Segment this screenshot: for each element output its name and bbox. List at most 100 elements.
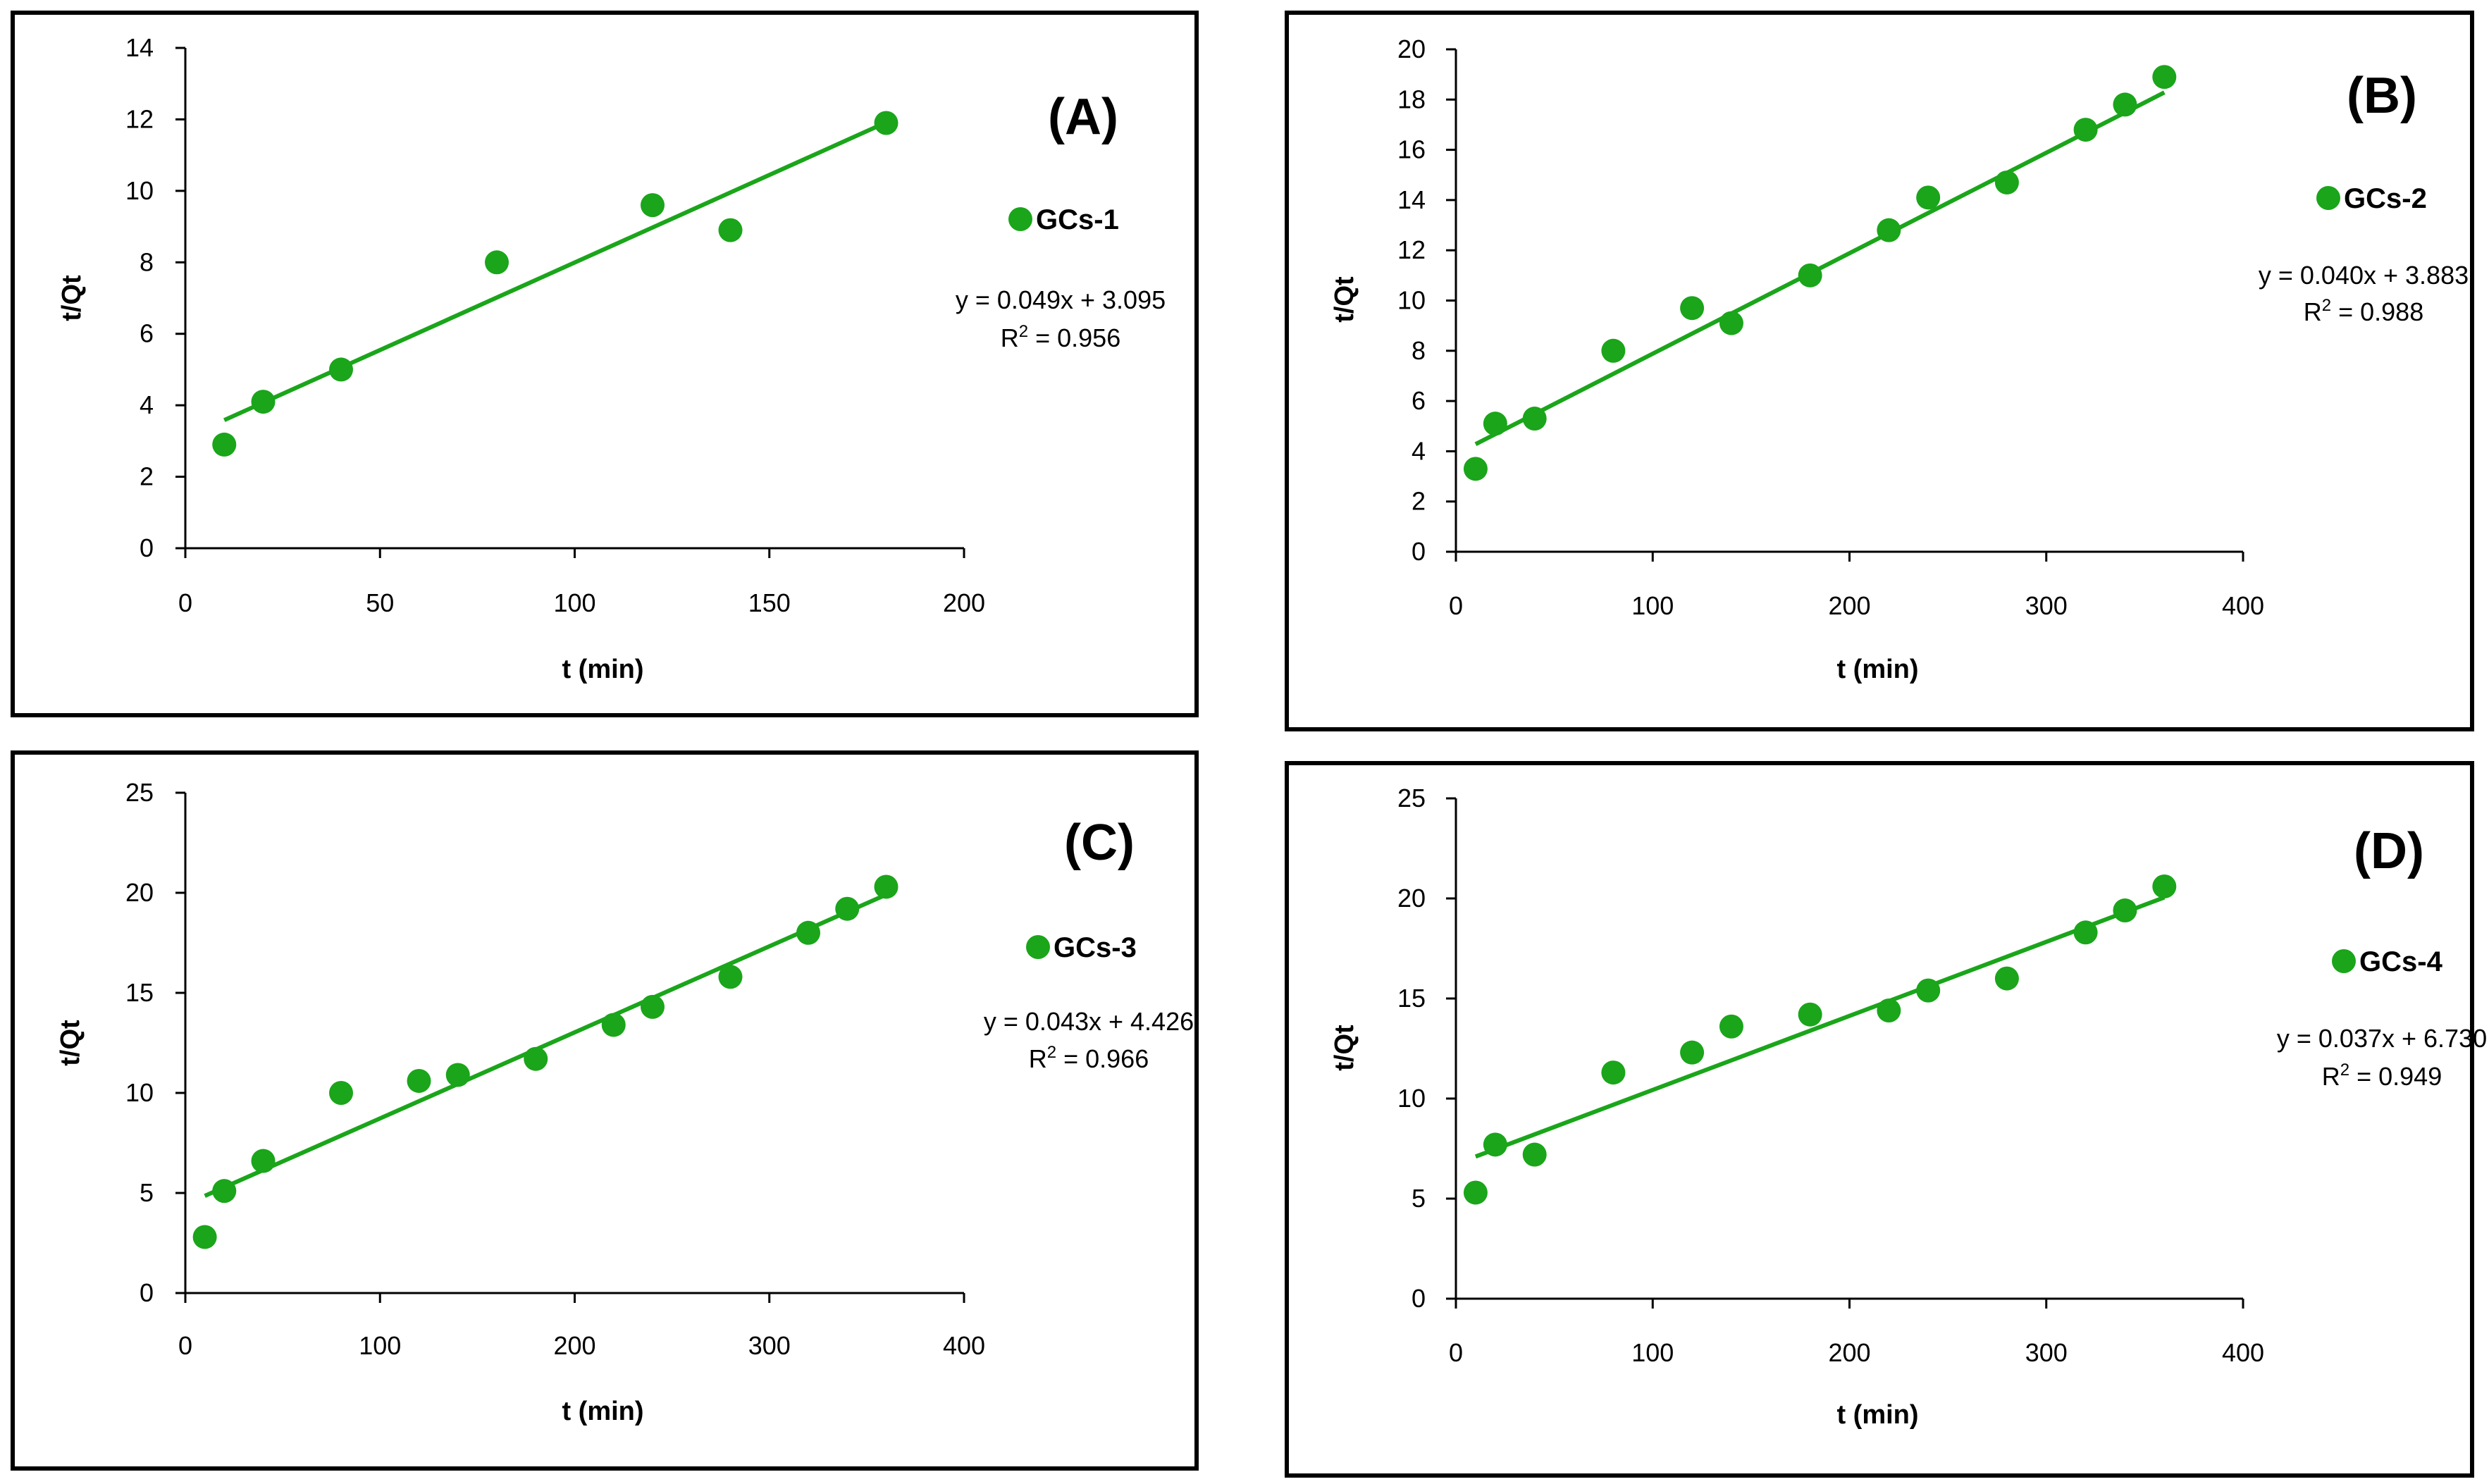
y-tick-label: 20 [125,878,154,907]
y-axis-title: t/Qt [56,1020,85,1066]
y-tick-label: 15 [1397,984,1426,1013]
x-tick-label: 200 [1828,591,1870,620]
y-tick-label: 6 [1412,386,1426,415]
y-tick-label: 2 [140,462,154,491]
r-squared-sup: 2 [2322,296,2331,315]
y-tick-label: 14 [1397,185,1426,214]
x-tick-label: 200 [943,588,985,617]
legend-marker [1026,935,1050,959]
y-tick-label: 0 [140,533,154,562]
legend-label: GCs-4 [2359,946,2443,977]
legend: GCs-3 [1026,932,1137,963]
r-squared-sup: 2 [1047,1043,1056,1062]
data-point [251,390,276,414]
x-tick-label: 150 [748,588,791,617]
data-point [641,994,665,1019]
data-point [1680,296,1705,321]
data-point [1877,218,1901,242]
panel-frame [11,11,1199,717]
data-point [1522,1142,1547,1167]
y-tick-label: 18 [1397,85,1426,113]
y-tick-label: 4 [140,390,154,419]
trendline [1474,90,2166,446]
x-axis-title: t (min) [562,1397,643,1426]
y-axis-title: t/Qt [1330,276,1359,323]
y-tick-label: 4 [1412,436,1426,465]
data-point [718,965,743,989]
y-tick-label: 10 [125,176,154,205]
data-point [1916,978,1941,1003]
x-tick-label: 100 [553,588,595,617]
x-tick-label: 300 [2025,591,2068,620]
legend-label: GCs-2 [2344,183,2427,214]
regression-equation: y = 0.037x + 6.730 [2277,1024,2487,1053]
r-squared-value: = 0.949 [2349,1062,2442,1091]
data-point [2113,92,2137,117]
legend-label: GCs-3 [1054,932,1137,963]
y-tick-label: 10 [125,1078,154,1107]
data-point [1798,263,1822,287]
y-tick-label: 16 [1397,135,1426,164]
r-squared-value: = 0.956 [1028,323,1120,352]
data-point [445,1063,470,1087]
x-tick-label: 200 [553,1331,595,1360]
y-tick-label: 20 [1397,35,1426,63]
data-point [251,1149,276,1173]
data-point [212,432,237,457]
r-squared: R2 = 0.949 [2322,1061,2442,1091]
trendline [223,120,887,422]
r-squared-prefix: R [2322,1062,2340,1091]
data-point [2152,874,2177,898]
x-tick-label: 0 [178,588,192,617]
trendline [204,892,887,1198]
data-point [212,1179,237,1204]
x-tick-label: 50 [366,588,394,617]
data-point [1680,1040,1705,1065]
data-point [192,1225,217,1249]
r-squared-prefix: R [2304,297,2322,326]
legend: GCs-1 [1008,204,1119,235]
data-point [1483,1132,1507,1157]
x-axis-title: t (min) [1836,1400,1918,1430]
data-point [1719,311,1743,335]
legend: GCs-2 [2316,183,2427,214]
y-tick-label: 6 [140,319,154,348]
panel-label: (D) [2354,823,2424,879]
r-squared: R2 = 0.988 [2304,296,2423,326]
chart-panel-4: 0 5 10 15 20 25 0 100 200 300 400 t (min) t/Qt (D) GCs… [1285,761,2487,1478]
panel-frame [11,750,1199,1471]
y-tick-label: 12 [1397,235,1426,264]
data-point [1601,338,1626,363]
panel-label: (A) [1048,89,1118,145]
x-tick-label: 300 [748,1331,791,1360]
y-tick-label: 5 [140,1178,154,1207]
data-point [1994,170,2019,194]
data-point [1877,998,1901,1023]
data-point [796,920,820,945]
x-tick-label: 200 [1828,1338,1870,1367]
data-point [2073,118,2098,142]
x-tick-label: 100 [1631,1338,1674,1367]
panel-frame [1285,761,2474,1478]
data-point [835,896,860,921]
r-squared: R2 = 0.966 [1029,1043,1149,1073]
legend-marker [2316,186,2340,210]
regression-equation: y = 0.040x + 3.883 [2259,261,2469,290]
data-point [641,193,665,218]
data-point [1994,966,2019,991]
data-point [1719,1014,1743,1039]
x-tick-label: 400 [943,1331,985,1360]
x-tick-label: 100 [359,1331,401,1360]
data-point [524,1046,548,1071]
r-squared: R2 = 0.956 [1001,322,1120,352]
panel-label: (B) [2347,68,2417,124]
data-point [2073,920,2098,945]
data-point [1483,412,1507,436]
y-tick-label: 12 [125,104,154,133]
data-point [407,1068,431,1093]
data-point [1522,407,1547,431]
data-point [485,250,509,275]
y-tick-label: 15 [125,978,154,1007]
data-point [1463,457,1488,481]
